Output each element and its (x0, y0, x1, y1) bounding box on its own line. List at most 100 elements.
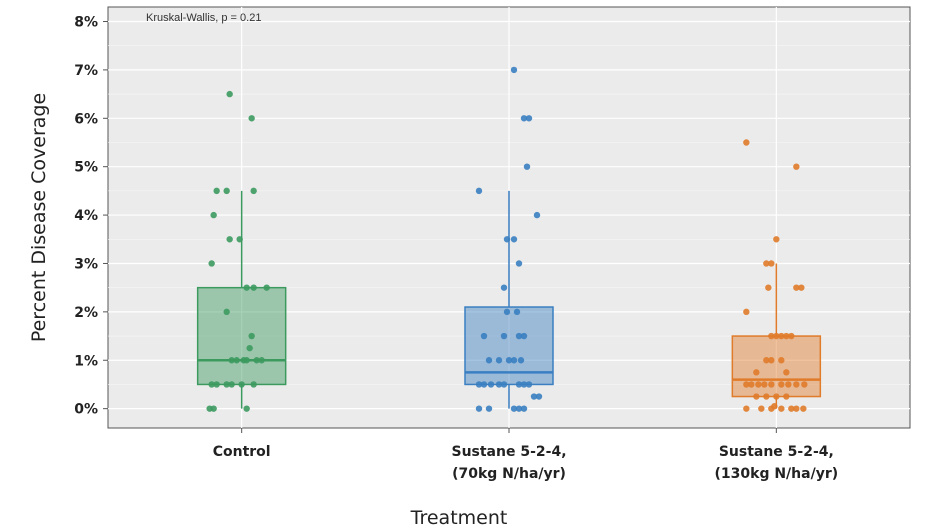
data-point (761, 381, 768, 388)
data-point (535, 393, 543, 400)
data-point (778, 332, 785, 340)
data-point (533, 211, 541, 219)
box-iqr (196, 286, 287, 386)
data-point (788, 405, 795, 412)
y-tick-label: 5% (74, 160, 98, 176)
data-point (788, 332, 795, 340)
data-point (773, 332, 780, 340)
y-tick-label: 1% (74, 353, 98, 369)
data-point (778, 357, 785, 364)
data-point (495, 357, 503, 364)
data-point (771, 403, 778, 410)
data-point (213, 187, 220, 195)
data-point (485, 357, 493, 364)
box-1 (464, 190, 554, 409)
data-point (748, 381, 755, 388)
data-point (228, 357, 235, 364)
data-point (765, 284, 772, 291)
data-point (793, 284, 800, 291)
x-tick-label: Sustane 5-2-4, (719, 444, 834, 460)
kruskal-wallis-annotation: Kruskal-Wallis, p = 0.21 (146, 12, 261, 24)
data-point (523, 163, 531, 170)
data-point (238, 381, 245, 388)
data-point (517, 357, 525, 364)
data-point (768, 332, 775, 340)
data-point (500, 284, 508, 291)
data-point (763, 260, 770, 267)
data-point (485, 405, 493, 412)
x-axis: Control Sustane 5-2-4, (70kg N/ha/yr) Susta… (213, 428, 838, 482)
data-point (525, 115, 533, 122)
data-point (253, 357, 260, 364)
data-point (800, 405, 807, 412)
data-point (743, 139, 750, 146)
data-point (228, 381, 235, 388)
y-axis-title: Percent Disease Coverage (28, 93, 50, 342)
data-point (233, 357, 240, 364)
data-point (763, 393, 770, 400)
data-point (243, 284, 250, 291)
data-point (753, 369, 760, 376)
data-point (246, 344, 253, 352)
data-point (248, 115, 255, 122)
y-tick-label: 4% (74, 208, 98, 224)
data-point (773, 393, 780, 400)
data-point (783, 393, 790, 400)
data-point (785, 381, 792, 388)
y-tick-label: 8% (74, 15, 98, 31)
data-point (250, 381, 257, 388)
data-point (510, 236, 518, 243)
data-point (783, 332, 790, 340)
y-tick-label: 7% (74, 63, 98, 79)
y-tick-label: 0% (74, 402, 98, 418)
data-point (798, 284, 805, 291)
data-point (243, 405, 250, 412)
data-point (515, 260, 523, 267)
data-point (801, 381, 808, 388)
data-point (510, 405, 518, 412)
data-point (515, 332, 523, 340)
data-point (753, 393, 760, 400)
data-point (768, 381, 775, 388)
jitter-points (206, 66, 808, 412)
data-point (503, 236, 511, 243)
x-tick-label-line2: (70kg N/ha/yr) (452, 466, 566, 482)
data-point (480, 381, 488, 388)
data-point (793, 381, 800, 388)
data-point (773, 236, 780, 243)
data-point (763, 357, 770, 364)
data-point (480, 332, 488, 340)
data-point (236, 236, 243, 243)
x-axis-title: Treatment (410, 507, 508, 529)
data-point (515, 405, 523, 412)
data-point (500, 332, 508, 340)
data-point (743, 405, 750, 412)
x-tick-label-line2: (130kg N/ha/yr) (715, 466, 839, 482)
data-point (505, 357, 513, 364)
data-point (778, 381, 785, 388)
data-point (248, 332, 255, 340)
x-tick-label: Sustane 5-2-4, (451, 444, 566, 460)
data-point (783, 369, 790, 376)
data-point (226, 90, 233, 98)
data-point (475, 405, 483, 412)
y-tick-label: 6% (74, 111, 98, 127)
data-point (250, 284, 257, 291)
data-point (778, 405, 785, 412)
data-point (495, 381, 503, 388)
data-point (793, 405, 800, 412)
data-point (243, 357, 250, 364)
data-point (210, 405, 217, 412)
data-point (510, 357, 518, 364)
data-point (475, 187, 483, 195)
data-point (475, 381, 483, 388)
data-point (263, 284, 270, 291)
data-point (520, 381, 528, 388)
data-point (793, 163, 800, 170)
data-point (758, 405, 765, 412)
data-point (510, 66, 518, 74)
data-point (500, 381, 508, 388)
data-point (515, 381, 523, 388)
data-point (258, 357, 265, 364)
y-tick-label: 2% (74, 305, 98, 321)
